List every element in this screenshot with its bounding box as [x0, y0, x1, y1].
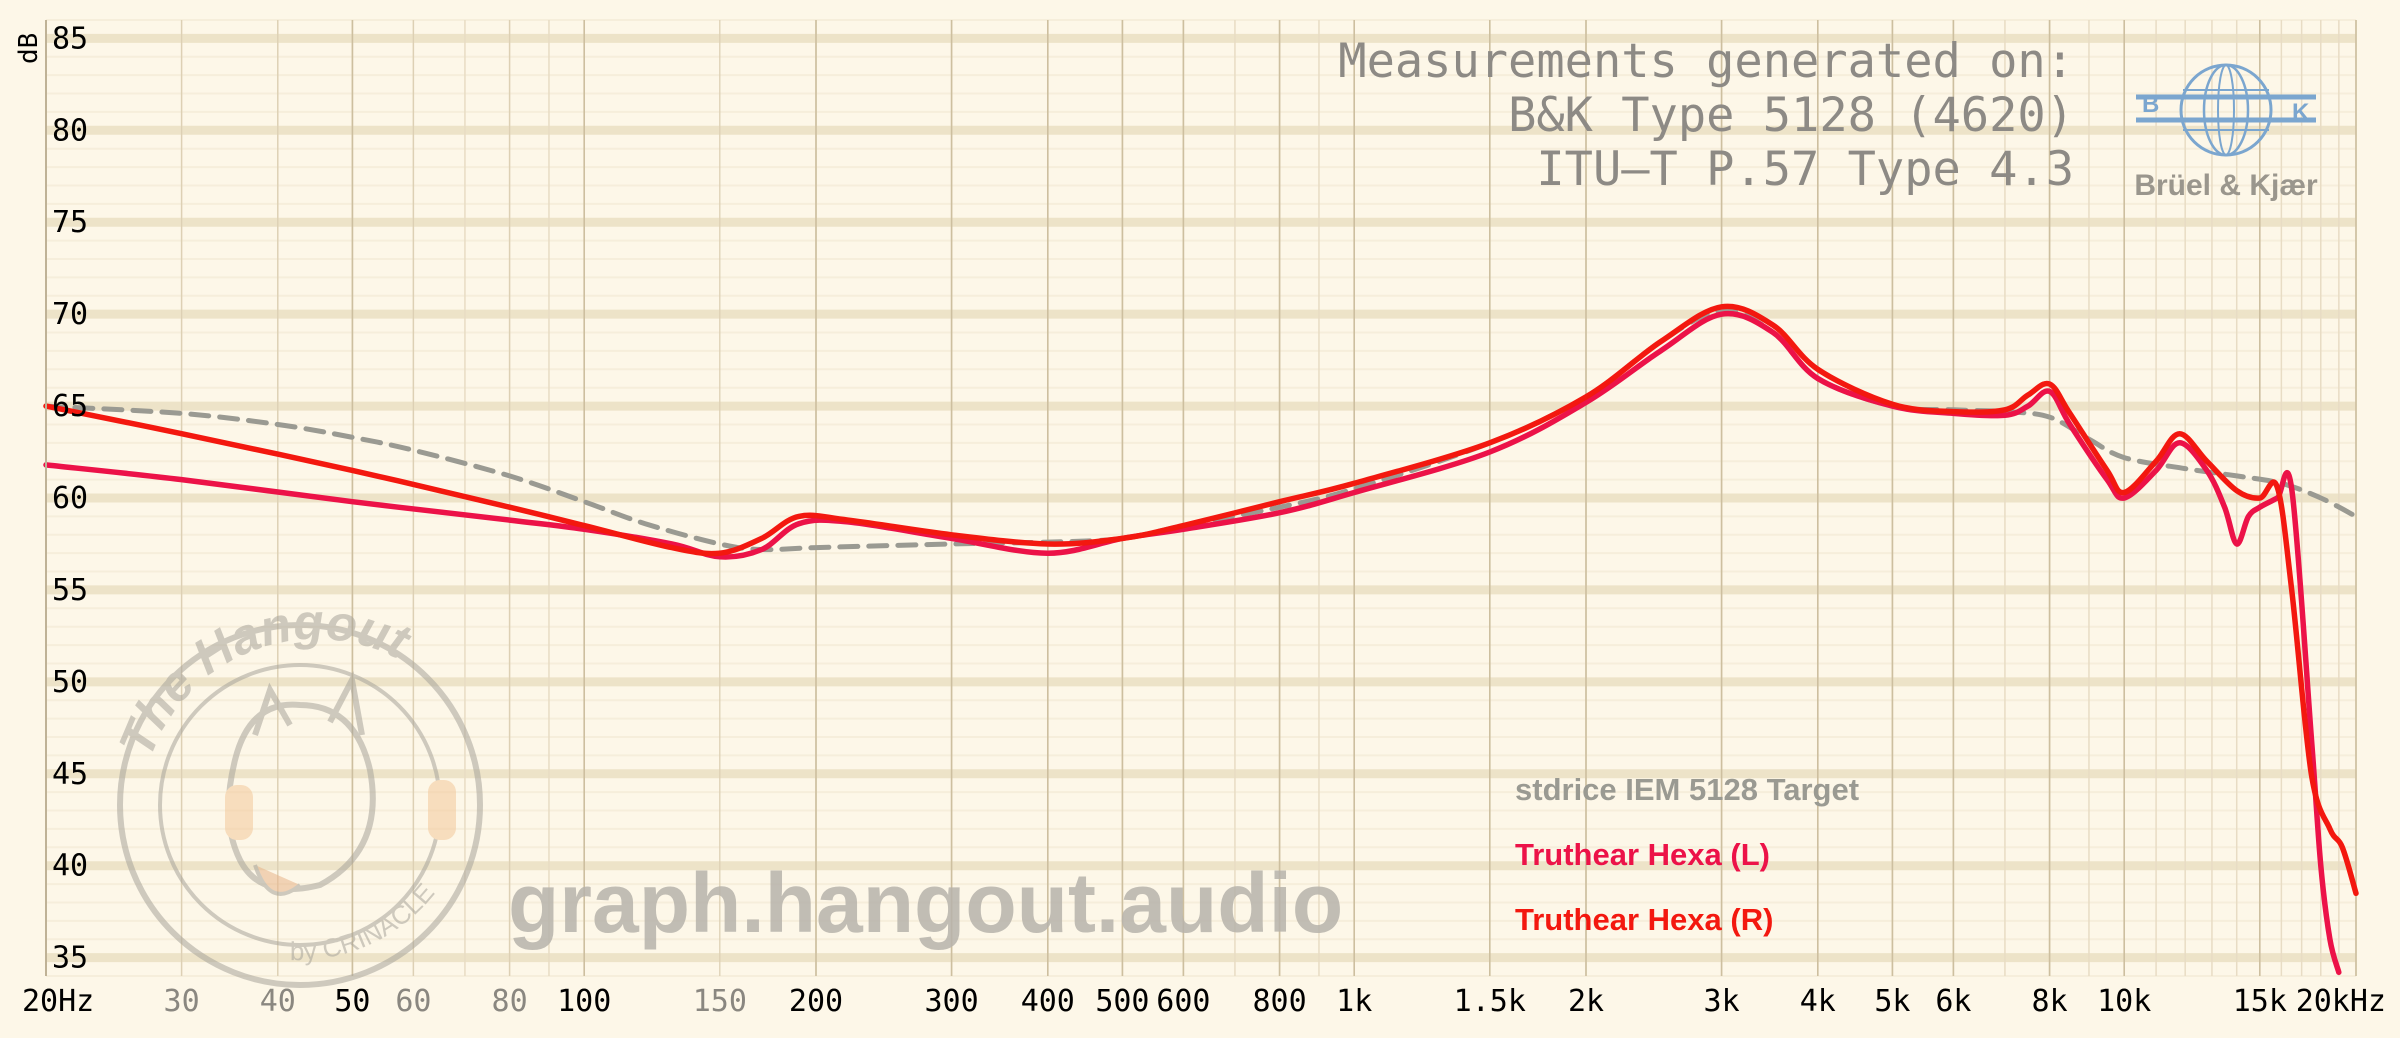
x-tick-label: 50 — [334, 984, 370, 1019]
x-tick-label: 100 — [557, 984, 611, 1019]
measurement-annotations: Measurements generated on:B&K Type 5128 … — [1338, 34, 2074, 197]
x-tick-label: 10k — [2097, 984, 2151, 1019]
x-tick-label: 60 — [395, 984, 431, 1019]
x-axis: 20Hz 30 40 50 60 80 100 150 200 300 400 500 600 800 1k… — [22, 984, 2386, 1019]
x-tick-label: 20kHz — [2296, 984, 2386, 1019]
y-tick-label: 40 — [52, 849, 88, 884]
y-tick-label: 50 — [52, 665, 88, 700]
y-tick-label: 60 — [52, 481, 88, 516]
x-tick-label: 5k — [1874, 984, 1910, 1019]
y-tick-label: 75 — [52, 205, 88, 240]
annotation-line: Measurements generated on: — [1338, 34, 2074, 89]
y-tick-label: 55 — [52, 573, 88, 608]
x-tick-label: 1k — [1336, 984, 1372, 1019]
annotation-line: B&K Type 5128 (4620) — [1508, 88, 2074, 143]
x-tick-label: 1.5k — [1454, 984, 1526, 1019]
brand-name: Brüel & Kjær — [2134, 169, 2318, 202]
x-tick-label: 200 — [789, 984, 843, 1019]
y-tick-label: 35 — [52, 941, 88, 976]
x-tick-label: 600 — [1156, 984, 1210, 1019]
x-tick-label: 500 — [1095, 984, 1149, 1019]
x-tick-label: 150 — [693, 984, 747, 1019]
curves — [43, 303, 2359, 976]
x-tick-label: 300 — [924, 984, 978, 1019]
x-tick-label: 80 — [492, 984, 528, 1019]
x-tick-label: 3k — [1704, 984, 1740, 1019]
x-tick-label: 6k — [1935, 984, 1971, 1019]
y-tick-label: 70 — [52, 297, 88, 332]
bk-logo-letter-b: B — [2142, 91, 2159, 118]
bk-logo-letter-k: K — [2292, 99, 2310, 126]
y-tick-label: 65 — [52, 389, 88, 424]
y-tick-label: 45 — [52, 757, 88, 792]
x-tick-label: 20Hz — [22, 984, 94, 1019]
x-tick-label: 8k — [2032, 984, 2068, 1019]
x-tick-label: 400 — [1021, 984, 1075, 1019]
x-tick-label: 2k — [1568, 984, 1604, 1019]
legend: stdrice IEM 5128 Target Truthear Hexa (L)… — [1515, 772, 1859, 937]
x-tick-label: 4k — [1800, 984, 1836, 1019]
legend-hexa-right: Truthear Hexa (R) — [1515, 902, 1773, 937]
x-tick-label: 40 — [260, 984, 296, 1019]
y-axis: 35 40 45 50 55 60 65 70 75 80 85 — [45, 20, 88, 976]
x-tick-label: 800 — [1252, 984, 1306, 1019]
legend-hexa-left: Truthear Hexa (L) — [1515, 837, 1770, 872]
bruel-kjaer-logo: B K Brüel & Kjær — [2134, 63, 2318, 202]
x-tick-label: 30 — [164, 984, 200, 1019]
hexa-left-curve — [43, 310, 2342, 976]
x-tick-label: 15k — [2233, 984, 2287, 1019]
watermark-url: graph.hangout.audio — [508, 856, 1343, 950]
y-tick-label: 80 — [52, 113, 88, 148]
annotation-line: ITU–T P.57 Type 4.3 — [1536, 142, 2074, 197]
y-tick-label: 85 — [52, 21, 88, 56]
y-axis-label: dB — [14, 33, 44, 64]
hexa-right-curve — [43, 303, 2359, 897]
legend-target: stdrice IEM 5128 Target — [1515, 772, 1859, 807]
